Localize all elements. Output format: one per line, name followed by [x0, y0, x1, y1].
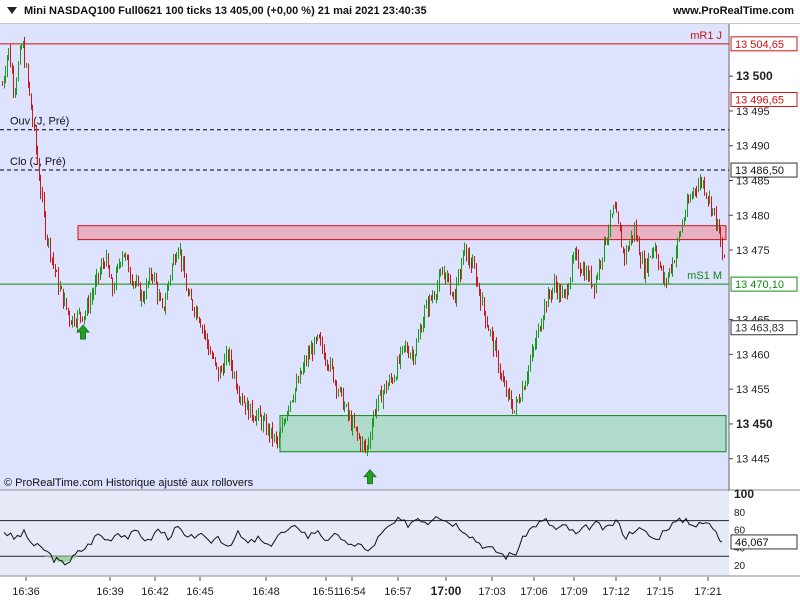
time-axis[interactable] [0, 577, 800, 600]
x-tick-label: 16:54 [338, 586, 366, 598]
level-value-tag [730, 36, 798, 52]
y-tick-label: 13 460 [736, 349, 770, 361]
y-tick-label: 13 500 [736, 69, 773, 83]
support-zone[interactable] [279, 415, 727, 453]
footer-note: © ProRealTime.com Historique ajusté aux … [4, 477, 254, 489]
y-axis-labels: 13 500 13 495 13 490 13 485 13 480 13 475 13 4… [729, 69, 773, 466]
y-tick-label: 13 475 [736, 245, 770, 257]
x-tick-label: 17:03 [478, 586, 506, 598]
y-tick-label: 13 445 [736, 454, 770, 466]
y-tick-label: 13 480 [736, 210, 770, 222]
osc-scale-label: 20 [734, 561, 746, 572]
level-value-text: 13 486,50 [735, 165, 784, 177]
x-tick-label: 17:21 [694, 586, 722, 598]
x-tick-label: 17:12 [602, 586, 630, 598]
osc-value-tag [730, 534, 798, 550]
oscillator-panel[interactable] [0, 491, 729, 576]
y-tick-label: 13 490 [736, 141, 770, 153]
osc-oversold-fill [62, 556, 70, 564]
site-link[interactable]: www.ProRealTime.com [672, 5, 794, 17]
price-tag-text: 13 463,83 [735, 323, 784, 335]
osc-value-text: 46,067 [735, 537, 769, 549]
x-tick-label: 16:42 [141, 586, 169, 598]
oscillator-layer: 1008060402046,067 [0, 487, 798, 572]
candles-layer [2, 36, 725, 457]
osc-scale-label: 100 [734, 487, 754, 501]
level-label: mS1 M [687, 270, 722, 282]
instrument-title: Mini NASDAQ100 Full0621 100 ticks 13 405… [24, 5, 427, 17]
x-tick-label: 17:06 [520, 586, 548, 598]
price-tag-text: 13 496,65 [735, 94, 784, 106]
oscillator-line [3, 515, 723, 566]
level-label: mR1 J [690, 30, 722, 42]
main-chart-area[interactable] [0, 24, 729, 490]
x-tick-label: 16:51 [312, 586, 340, 598]
x-tick-label: 16:36 [12, 586, 40, 598]
price-tag [730, 91, 798, 107]
level-value-text: 13 504,65 [735, 39, 784, 51]
y-tick-label: 13 455 [736, 384, 770, 396]
level-value-tag [730, 162, 798, 178]
level-value-text: 13 470,10 [735, 279, 784, 291]
title-bar: Mini NASDAQ100 Full0621 100 ticks 13 405… [0, 0, 800, 24]
x-tick-label: 16:48 [252, 586, 280, 598]
osc-scale-label: 60 [734, 526, 746, 537]
x-tick-label: 17:09 [560, 586, 588, 598]
x-tick-label: 16:39 [96, 586, 124, 598]
arrows-layer [76, 324, 377, 485]
y-tick-label: 13 450 [736, 417, 773, 431]
osc-scale-label: 80 [734, 508, 746, 519]
x-tick-label: 16:45 [186, 586, 214, 598]
price-tags: 13 496,65 13 463,83 [730, 91, 798, 336]
y-tick-label: 13 485 [736, 175, 770, 187]
price-tag [730, 320, 798, 336]
level-label: Ouv (J, Pré) [10, 116, 69, 128]
x-tick-label: 17:15 [646, 586, 674, 598]
up-arrow-icon [363, 469, 377, 485]
level-value-tag [730, 276, 798, 292]
chevron-down-icon[interactable] [7, 5, 17, 15]
resistance-zone[interactable] [77, 225, 727, 241]
up-arrow-icon [76, 324, 90, 340]
x-tick-label: 17:00 [431, 584, 462, 598]
y-tick-label: 13 495 [736, 106, 770, 118]
x-tick-label: 16:57 [384, 586, 412, 598]
